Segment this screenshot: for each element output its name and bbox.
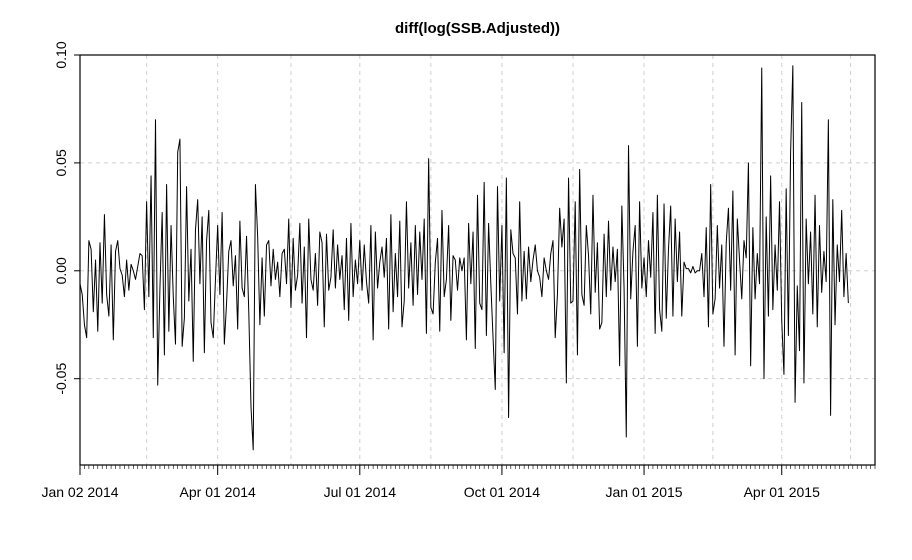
x-tick-label: Jan 01 2015 [606, 484, 683, 500]
y-tick-label: -0.05 [53, 363, 69, 395]
x-tick-label: Jan 02 2014 [41, 484, 118, 500]
x-tick-label: Apr 01 2014 [180, 484, 256, 500]
x-tick-label: Oct 01 2014 [464, 484, 540, 500]
y-tick-label: 0.10 [53, 41, 69, 68]
x-tick-label: Jul 01 2014 [324, 484, 397, 500]
y-tick-label: 0.00 [53, 257, 69, 284]
timeseries-chart: -0.05 0.00 0.05 0.10 Jan 02 2014 Apr 01 2014 J… [0, 0, 912, 560]
chart-title: diff(log(SSB.Adjusted)) [395, 20, 560, 37]
y-tick-label: 0.05 [53, 149, 69, 176]
x-tick-label: Apr 01 2015 [744, 484, 820, 500]
chart-container: -0.05 0.00 0.05 0.10 Jan 02 2014 Apr 01 2014 J… [0, 0, 912, 560]
